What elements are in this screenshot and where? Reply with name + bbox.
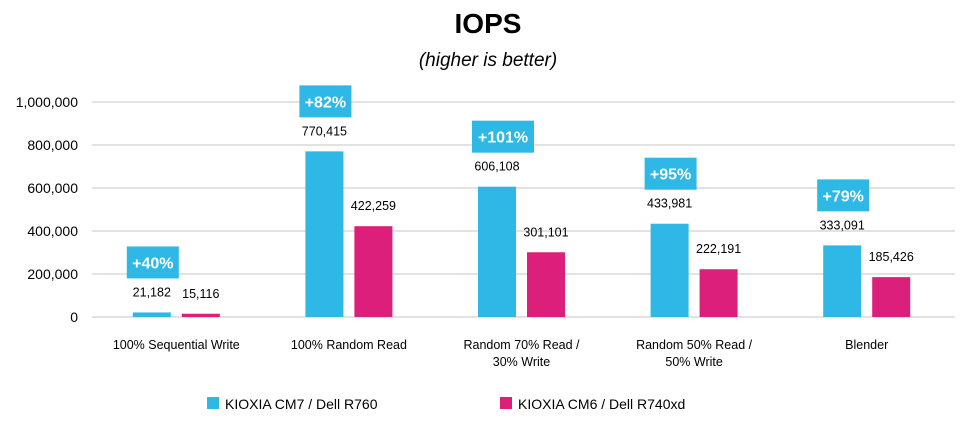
y-tick-label: 600,000 xyxy=(27,180,78,196)
improvement-badge xyxy=(126,246,179,279)
data-label: 185,426 xyxy=(869,250,914,264)
x-category-label: 30% Write xyxy=(493,355,550,369)
chart-title: IOPS xyxy=(455,8,522,39)
legend-swatch xyxy=(207,397,219,409)
data-label: 333,091 xyxy=(820,218,865,232)
improvement-badge-text: +79% xyxy=(823,188,864,205)
bar-cm7 xyxy=(478,186,516,317)
data-label: 433,981 xyxy=(647,197,692,211)
bar-cm6 xyxy=(354,226,393,317)
bar-cm7 xyxy=(823,245,862,317)
data-label: 21,182 xyxy=(133,285,171,299)
bar-cm6 xyxy=(527,252,565,317)
x-category-label: 50% Write xyxy=(665,355,722,369)
improvement-badge xyxy=(472,120,534,153)
x-category-label: 100% Random Read xyxy=(291,338,407,352)
legend-swatch xyxy=(500,397,512,409)
improvement-badge xyxy=(817,179,870,212)
x-category-label: Random 50% Read / xyxy=(636,338,753,352)
legend-label: KIOXIA CM6 / Dell R740xd xyxy=(518,396,685,412)
data-label: 606,108 xyxy=(474,160,519,174)
bar-cm7 xyxy=(132,312,171,317)
bar-cm7 xyxy=(650,223,689,317)
x-category-label: 100% Sequential Write xyxy=(113,338,240,352)
y-tick-label: 200,000 xyxy=(27,266,78,282)
improvement-badge-text: +95% xyxy=(650,167,691,184)
bar-cm6 xyxy=(181,313,220,317)
x-category-label: Blender xyxy=(845,338,888,352)
improvement-badge xyxy=(644,157,697,190)
data-label: 222,191 xyxy=(696,242,741,256)
y-tick-label: 800,000 xyxy=(27,137,78,153)
bar-cm7 xyxy=(305,151,344,317)
data-label: 422,259 xyxy=(351,199,396,213)
y-tick-label: 1,000,000 xyxy=(16,94,78,110)
legend-label: KIOXIA CM7 / Dell R760 xyxy=(225,396,378,412)
y-tick-label: 0 xyxy=(70,309,78,325)
improvement-badge-text: +82% xyxy=(305,94,346,111)
improvement-badge xyxy=(299,85,352,118)
chart-subtitle: (higher is better) xyxy=(419,50,557,71)
data-label: 15,116 xyxy=(182,287,219,301)
y-tick-label: 400,000 xyxy=(27,223,78,239)
x-category-label: Random 70% Read / xyxy=(463,338,580,352)
bar-cm6 xyxy=(872,277,911,317)
improvement-badge-text: +101% xyxy=(478,130,528,147)
data-label: 770,415 xyxy=(302,124,347,138)
improvement-badge-text: +40% xyxy=(132,255,173,272)
data-label: 301,101 xyxy=(523,225,568,239)
bar-cm6 xyxy=(699,269,738,317)
